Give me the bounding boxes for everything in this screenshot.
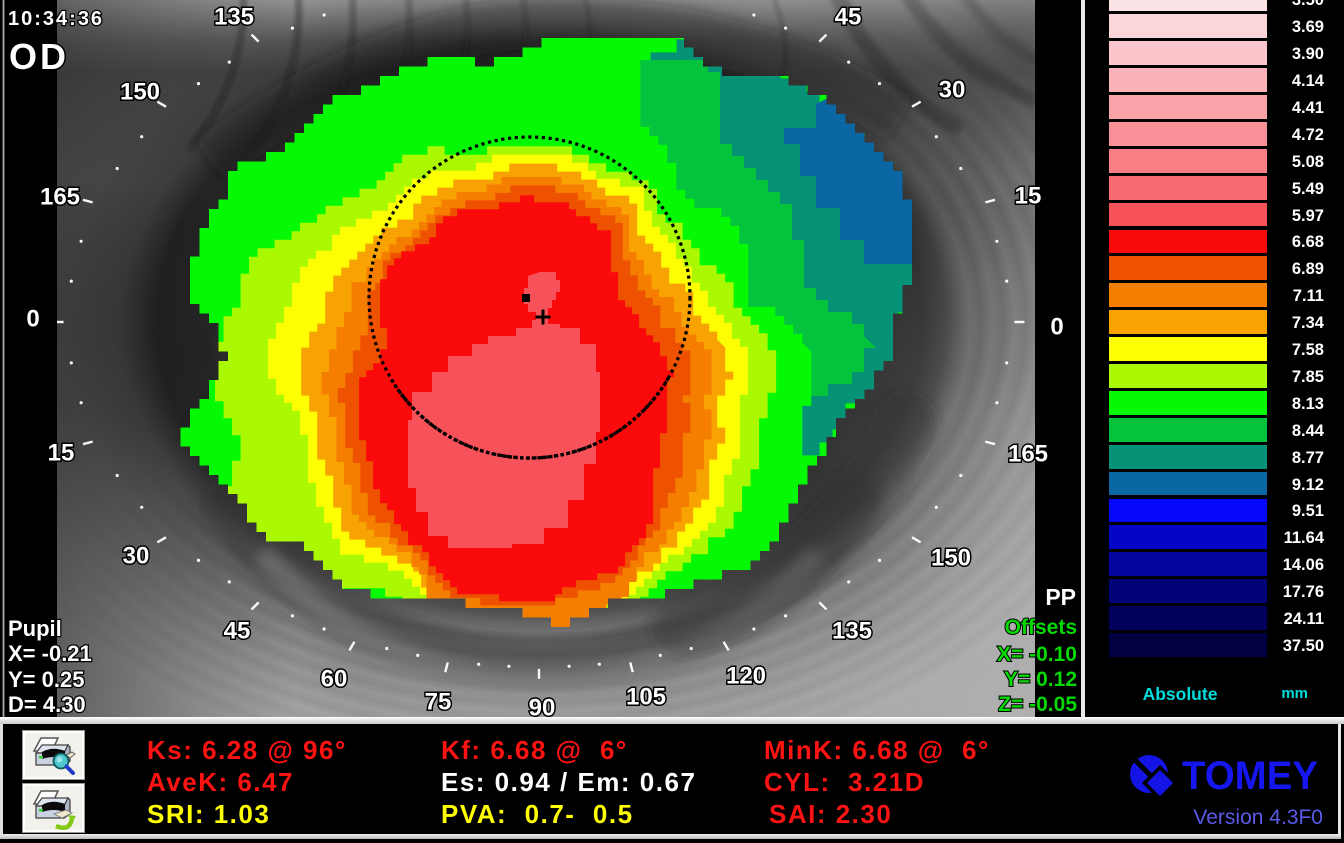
svg-text:0: 0 — [1050, 314, 1063, 341]
svg-text:30: 30 — [123, 543, 150, 570]
svg-text:Pupil: Pupil — [8, 616, 62, 641]
svg-text:D= 4.30: D= 4.30 — [8, 692, 86, 717]
svg-text:45: 45 — [835, 4, 862, 31]
svg-text:OD: OD — [9, 36, 69, 77]
svg-text:TOMEY: TOMEY — [1182, 754, 1318, 798]
svg-text:30: 30 — [939, 77, 966, 104]
svg-text:X= -0.10: X= -0.10 — [997, 643, 1077, 666]
svg-text:15: 15 — [1015, 183, 1042, 210]
svg-text:Y= 0.25: Y= 0.25 — [8, 667, 84, 692]
svg-text:Y= 0.12: Y= 0.12 — [1004, 668, 1077, 691]
svg-text:165: 165 — [1008, 441, 1048, 468]
svg-text:10:34:36: 10:34:36 — [8, 8, 104, 30]
svg-text:165: 165 — [40, 184, 80, 211]
svg-text:15: 15 — [48, 440, 75, 467]
svg-text:120: 120 — [726, 663, 766, 690]
svg-text:75: 75 — [425, 689, 452, 716]
svg-text:135: 135 — [832, 618, 872, 645]
svg-text:105: 105 — [626, 684, 666, 711]
svg-text:150: 150 — [931, 545, 971, 572]
svg-text:Z= -0.05: Z= -0.05 — [998, 693, 1077, 716]
svg-text:135: 135 — [214, 4, 254, 31]
svg-text:150: 150 — [120, 79, 160, 106]
svg-text:45: 45 — [224, 618, 251, 645]
svg-text:X= -0.21: X= -0.21 — [8, 641, 92, 666]
svg-text:Offsets: Offsets — [1005, 616, 1077, 639]
svg-text:0: 0 — [26, 306, 39, 333]
svg-text:PP: PP — [1045, 584, 1076, 610]
svg-text:60: 60 — [321, 666, 348, 693]
svg-text:90: 90 — [529, 695, 556, 718]
